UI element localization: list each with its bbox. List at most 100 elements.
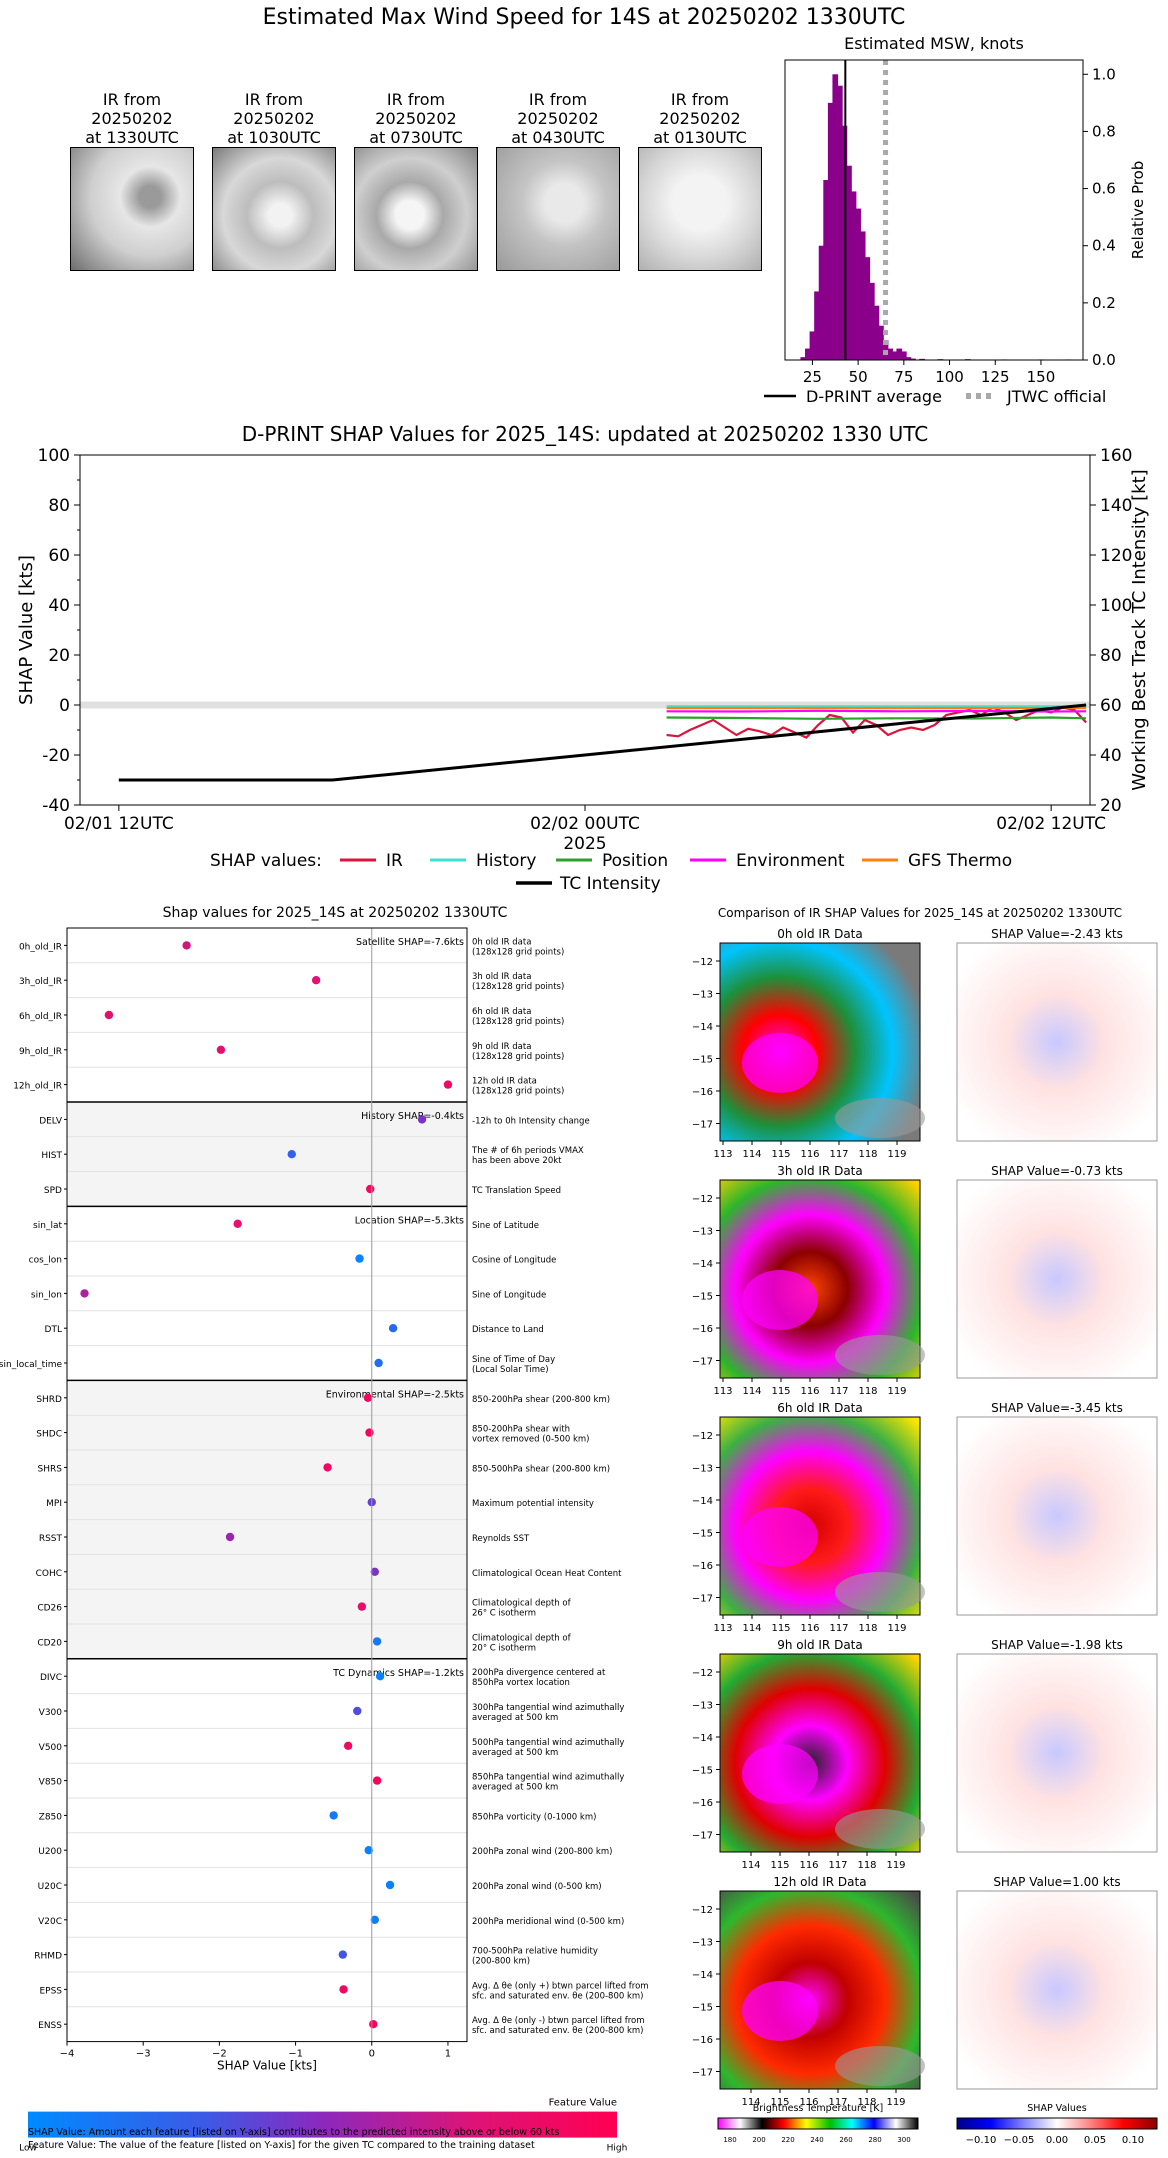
histogram-y-tick: 0.0 bbox=[1092, 351, 1116, 369]
group-band bbox=[67, 1102, 467, 1207]
shap-point bbox=[338, 1950, 348, 1959]
histogram-y-tick: 0.2 bbox=[1092, 294, 1116, 312]
histogram-bar bbox=[832, 74, 839, 361]
feature-description: 12h old IR data (128x128 grid points) bbox=[472, 1077, 564, 1097]
shap-point bbox=[363, 1393, 373, 1402]
histogram-frame bbox=[784, 59, 1084, 361]
lon-tick: 118 bbox=[857, 2097, 876, 2108]
shap-point bbox=[329, 1811, 338, 1820]
lon-tick: 117 bbox=[829, 1386, 848, 1397]
lon-tick: 116 bbox=[800, 1149, 819, 1160]
lon-tick: 119 bbox=[886, 1860, 905, 1871]
shap-point bbox=[366, 1184, 375, 1194]
feature-name: V20C bbox=[38, 1917, 62, 1927]
shap-point bbox=[365, 1428, 374, 1437]
histogram-y-tick: 0.6 bbox=[1092, 180, 1116, 198]
feature-name: V300 bbox=[39, 1708, 63, 1718]
feature-name: V500 bbox=[39, 1743, 63, 1753]
ir-thumb-image bbox=[212, 147, 336, 271]
timeseries-x-tick: 02/02 00UTC bbox=[530, 814, 640, 834]
legend-item: Position bbox=[602, 851, 668, 871]
shap-colorbar-tick: 0.10 bbox=[1122, 2135, 1144, 2146]
feature-name: sin_lon bbox=[31, 1290, 62, 1300]
lon-tick: 116 bbox=[800, 1386, 819, 1397]
feature-name: CD20 bbox=[37, 1638, 62, 1648]
shap-point bbox=[225, 1532, 235, 1542]
histogram-bar bbox=[864, 257, 871, 360]
shap-colorbar-tick: 0.00 bbox=[1046, 2135, 1068, 2146]
lon-tick: 119 bbox=[887, 1386, 906, 1397]
feature-name: ENSS bbox=[38, 2021, 62, 2031]
footnote-shap-value: SHAP Value: Amount each feature [listed … bbox=[28, 2127, 560, 2138]
feature-value-colorbar bbox=[28, 2111, 617, 2138]
histogram-x-tick: 150 bbox=[1027, 368, 1056, 386]
ir-warm-surface-blob bbox=[835, 2046, 925, 2086]
feature-description: 850-500hPa shear (200-800 km) bbox=[472, 1464, 610, 1474]
feature-description: The # of 6h periods VMAX has been above 2… bbox=[471, 1146, 584, 1166]
feature-name: sin_local_time bbox=[0, 1360, 62, 1370]
ir-panel-title: 0h old IR Data bbox=[777, 927, 863, 941]
shap-map-panel bbox=[956, 1416, 1158, 1616]
histogram-bar bbox=[846, 165, 852, 360]
scatter-x-tick: 1 bbox=[445, 2049, 451, 2060]
histogram-bar bbox=[896, 348, 903, 360]
lon-tick: 118 bbox=[858, 1623, 877, 1634]
legend-item: IR bbox=[386, 851, 403, 871]
lon-tick: 118 bbox=[857, 1860, 876, 1871]
shap-map-panel bbox=[956, 1890, 1158, 2090]
lat-tick: −14 bbox=[692, 1022, 713, 1033]
legend-prefix: SHAP values: bbox=[210, 851, 322, 871]
feature-name: 6h_old_IR bbox=[19, 1012, 62, 1022]
feature-name: sin_lat bbox=[33, 1221, 62, 1231]
shap-point bbox=[417, 1115, 427, 1124]
group-label: Environmental SHAP=-2.5kts bbox=[326, 1389, 464, 1400]
scatter-title: Shap values for 2025_14S at 20250202 133… bbox=[163, 905, 508, 921]
histogram-bar bbox=[855, 208, 861, 360]
lat-tick: −16 bbox=[692, 1561, 713, 1572]
timeseries-y2-tick: 100 bbox=[1100, 596, 1132, 616]
lon-tick: 117 bbox=[829, 1149, 848, 1160]
shap-colorbar-title: SHAP Values bbox=[1027, 2103, 1087, 2114]
lat-tick: −17 bbox=[692, 1357, 713, 1368]
shap-map-panel bbox=[956, 1653, 1158, 1853]
shap-point bbox=[80, 1289, 89, 1298]
lat-tick: −17 bbox=[692, 1831, 713, 1842]
lon-tick: 117 bbox=[829, 1623, 848, 1634]
feature-description: Avg. Δ θe (only -) btwn parcel lifted fr… bbox=[472, 2016, 645, 2036]
timeseries-y-tick: 60 bbox=[48, 546, 70, 566]
lat-tick: −12 bbox=[692, 1905, 713, 1916]
timeseries-x-tick: 02/02 12UTC bbox=[996, 814, 1106, 834]
histogram-x-tick: 75 bbox=[894, 368, 913, 386]
shap-point bbox=[357, 1602, 367, 1611]
timeseries-y-tick: 0 bbox=[59, 696, 70, 716]
lat-tick: −14 bbox=[692, 1496, 713, 1507]
shap-timeseries-chart: D-PRINT SHAP Values for 2025_14S: update… bbox=[16, 422, 1150, 894]
lat-tick: −13 bbox=[692, 1938, 713, 1949]
histogram-y-tick: 1.0 bbox=[1092, 65, 1116, 83]
shap-panel-title: SHAP Value=-1.98 kts bbox=[991, 1638, 1123, 1652]
lon-tick: 116 bbox=[799, 1860, 818, 1871]
feature-name: DTL bbox=[45, 1325, 62, 1335]
bt-colorbar-tick: 200 bbox=[752, 2136, 765, 2144]
feature-name: 12h_old_IR bbox=[13, 1082, 62, 1092]
timeseries-x-tick: 02/01 12UTC bbox=[64, 814, 174, 834]
shap-colorbar bbox=[956, 2117, 1158, 2130]
legend-dprint-average: D-PRINT average bbox=[806, 387, 942, 406]
feature-name: RHMD bbox=[34, 1952, 62, 1962]
feature-name: DIVC bbox=[40, 1673, 62, 1683]
feature-description: Climatological depth of 26° C isotherm bbox=[472, 1599, 572, 1619]
histogram-bar bbox=[869, 282, 875, 360]
lat-tick: −14 bbox=[692, 1259, 713, 1270]
timeseries-y2-tick: 20 bbox=[1100, 796, 1122, 816]
scatter-x-tick: 0 bbox=[369, 2049, 375, 2060]
ir-thumb-image bbox=[638, 147, 762, 271]
ir-warm-surface-blob bbox=[835, 1335, 925, 1375]
lat-tick: −12 bbox=[692, 1194, 713, 1205]
feature-description: 3h old IR data (128x128 grid points) bbox=[472, 972, 564, 992]
lon-tick: 114 bbox=[742, 1623, 761, 1634]
timeseries-y-tick: -20 bbox=[42, 746, 70, 766]
feature-description: Reynolds SST bbox=[472, 1534, 530, 1544]
page-title: Estimated Max Wind Speed for 14S at 2025… bbox=[262, 5, 906, 30]
timeseries-y-label: SHAP Value [kts] bbox=[16, 555, 37, 705]
feature-description: 200hPa meridional wind (0-500 km) bbox=[472, 1917, 624, 1927]
